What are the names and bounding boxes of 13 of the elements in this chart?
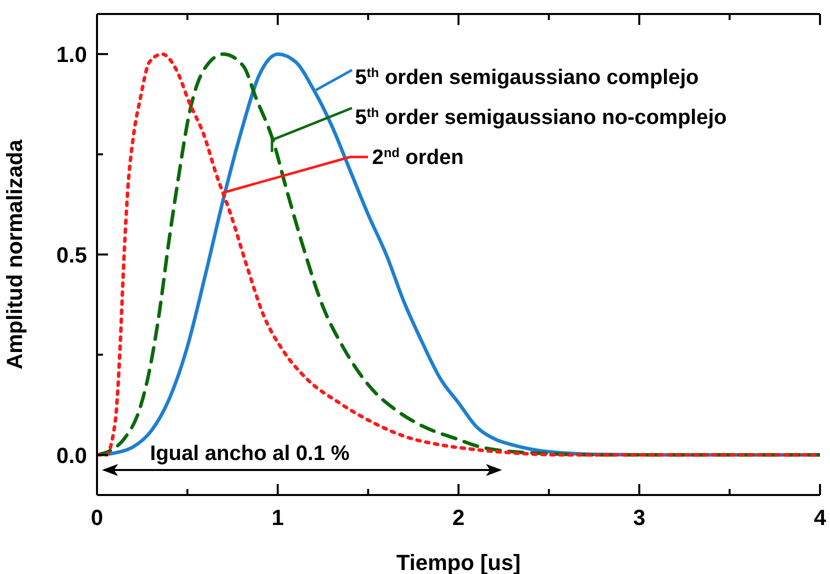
x-tick-label: 2 — [452, 505, 465, 530]
x-tick-label: 4 — [814, 505, 827, 530]
y-tick-label: 0.0 — [56, 442, 87, 468]
y-axis-title: Amplitud normalizada — [2, 138, 27, 370]
legend-label: 5$^{th}$ order semigaussiano no-complejo — [355, 104, 727, 129]
x-tick-label: 3 — [633, 505, 646, 530]
x-tick-label: 0 — [90, 505, 104, 530]
legend-label: 5$^{th}$ orden semigaussiano complejo — [355, 64, 699, 89]
annotation: Igual ancho al 0.1 % — [150, 442, 350, 465]
y-tick-label: 0.5 — [56, 242, 87, 268]
x-tick-label: 1 — [272, 505, 284, 530]
legend-label: 2$^{nd}$ orden — [372, 144, 464, 169]
y-tick-label: 1.0 — [56, 42, 87, 68]
